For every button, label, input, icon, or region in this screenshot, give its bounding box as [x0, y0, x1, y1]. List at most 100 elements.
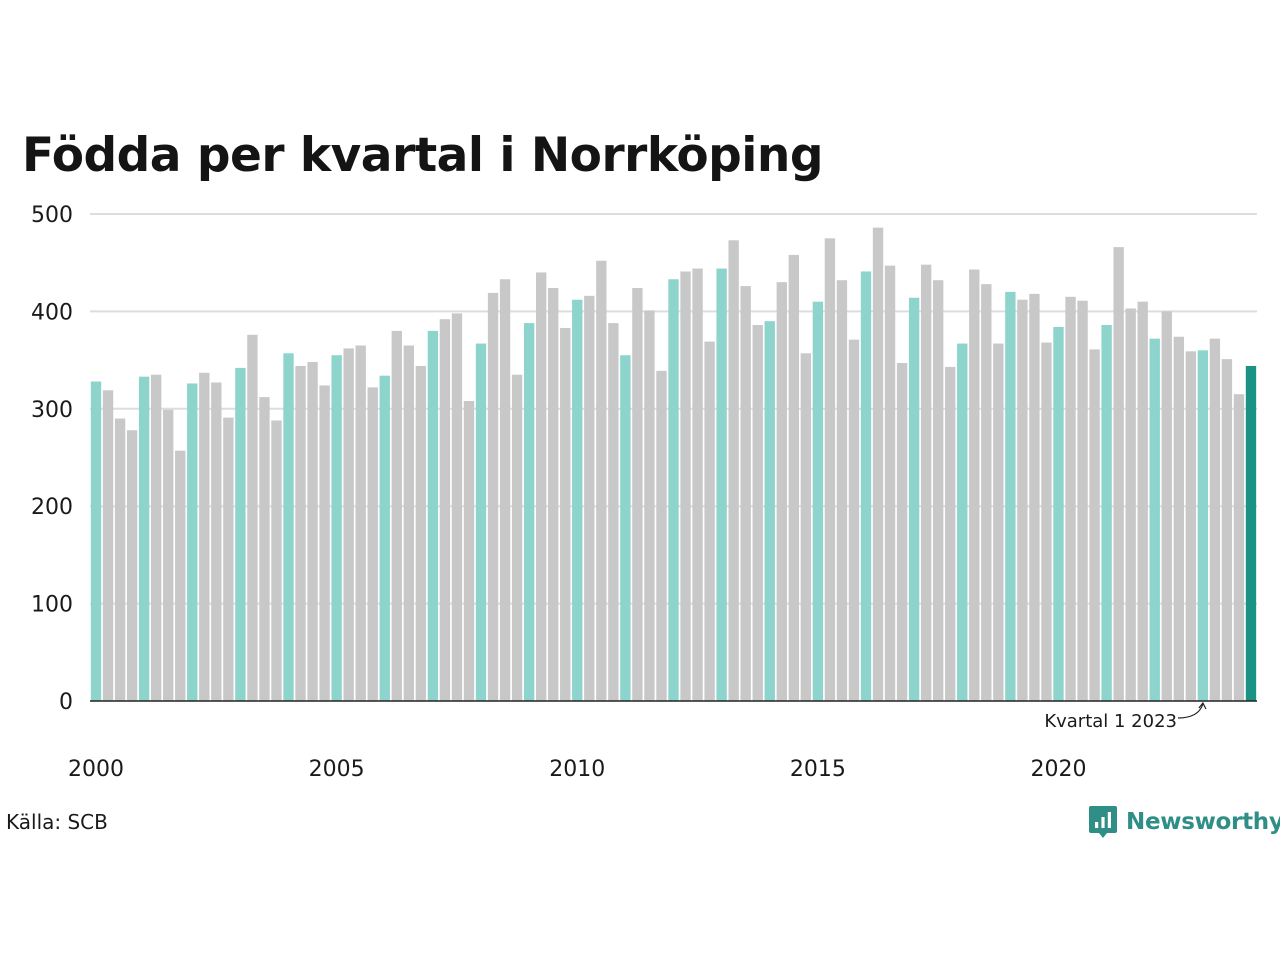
bar: 2000 K3: 290	[114, 418, 126, 701]
bar: 2004 K3: 348	[307, 362, 318, 701]
bar: 2005 K2: 362	[343, 348, 354, 701]
bar: 2022 K4: 359	[1185, 351, 1197, 701]
bar: 2008 K4: 335	[511, 374, 523, 701]
bar: undefined: 372	[1209, 338, 1221, 701]
bar: undefined: 344	[1245, 365, 1257, 701]
bar: 2019 K4: 368	[1041, 342, 1052, 701]
x-tick-label: 2020	[1031, 757, 1087, 782]
bar: 2005 K1: 355	[331, 355, 342, 701]
bar: 2001 K4: 257	[175, 450, 186, 701]
bar: 2005 K3: 365	[355, 345, 366, 701]
bar: 2008 K3: 433	[499, 279, 511, 701]
bar: 2016 K3: 447	[884, 265, 896, 701]
y-tick-label: 400	[31, 300, 73, 325]
brand-logo: Newsworthy	[1088, 804, 1280, 840]
bar: 2009 K1: 388	[523, 323, 535, 701]
newsworthy-logo-icon	[1089, 806, 1117, 838]
bar: 2013 K4: 386	[752, 325, 763, 701]
bar: 2010 K1: 412	[572, 299, 583, 701]
bar: 2000 K1: 328	[90, 381, 102, 701]
bar: 2007 K4: 308	[463, 401, 475, 701]
bar: 2012 K4: 369	[704, 341, 715, 701]
bar: 2006 K4: 344	[415, 365, 427, 701]
y-tick-label: 300	[31, 398, 73, 423]
bar: 2020 K3: 411	[1077, 300, 1088, 701]
bar: 2022 K3: 374	[1173, 336, 1184, 701]
bar: 2000 K4: 278	[126, 430, 138, 701]
x-tick-label: 2005	[309, 757, 365, 782]
bar: 2007 K1: 380	[427, 330, 439, 701]
bar: 2010 K3: 452	[596, 260, 607, 701]
bar: 2012 K3: 444	[692, 268, 703, 701]
bar: 2001 K2: 335	[151, 374, 162, 701]
bar: 2010 K2: 416	[584, 295, 595, 701]
bar: 2020 K4: 361	[1089, 349, 1100, 701]
x-tick-label: 2010	[549, 757, 605, 782]
bar: 2015 K3: 432	[836, 280, 848, 701]
bar: undefined: 315	[1233, 394, 1245, 701]
bar: 2018 K2: 443	[969, 269, 980, 701]
bar: 2017 K3: 432	[933, 280, 944, 701]
bar: 2014 K3: 458	[788, 254, 799, 701]
bar: 2011 K2: 424	[632, 288, 643, 701]
bar: 2021 K4: 410	[1137, 301, 1148, 701]
bar: 2008 K2: 419	[487, 292, 499, 701]
bar: 2013 K3: 426	[740, 286, 751, 701]
bar: 2016 K1: 441	[860, 271, 872, 701]
bar: 2011 K4: 339	[656, 370, 667, 701]
axes: 2000 2005 2010 2015 2020	[68, 700, 1257, 782]
bar: 2005 K4: 322	[367, 387, 378, 701]
bar: 2019 K2: 412	[1017, 299, 1028, 701]
chart-title: Födda per kvartal i Norrköping	[22, 128, 823, 183]
x-tick-label: 2015	[790, 757, 846, 782]
bar: 2017 K4: 343	[945, 366, 956, 701]
bar: 2008 K1: 367	[475, 343, 487, 701]
bar: 2012 K1: 433	[668, 279, 679, 701]
bar: 2009 K2: 440	[535, 272, 547, 701]
bar: 2001 K1: 333	[138, 376, 150, 701]
bar: 2007 K3: 398	[451, 313, 463, 701]
bar: 2006 K2: 380	[391, 330, 402, 701]
bar: 2001 K3: 299	[163, 409, 174, 701]
bar: 2014 K4: 357	[800, 353, 812, 701]
bar: 2004 K1: 357	[283, 353, 294, 701]
bar: 2022 K1: 372	[1149, 338, 1160, 701]
bar: 2018 K3: 428	[981, 284, 992, 701]
annotation-arrowhead	[1198, 701, 1207, 710]
bar: 2002 K2: 337	[199, 372, 210, 701]
bar: 2011 K1: 355	[620, 355, 631, 701]
bars: 2000 K1: 3282000 K2: 3192000 K3: 2902000…	[90, 227, 1257, 702]
source-note: Källa: SCB	[6, 810, 108, 834]
bar: 2004 K4: 324	[319, 385, 330, 701]
bar: 2013 K2: 473	[728, 240, 739, 702]
bar: 2018 K4: 367	[993, 343, 1004, 701]
bar: 2016 K2: 486	[872, 227, 884, 701]
bar: 2013 K1: 444	[716, 268, 727, 701]
bar: 2012 K2: 441	[680, 271, 691, 701]
bar: 2010 K4: 388	[608, 323, 619, 701]
annotation-arrow	[1177, 703, 1204, 719]
y-tick-label: 0	[59, 690, 73, 715]
bar: 2002 K3: 327	[211, 382, 222, 701]
y-tick-label: 200	[31, 495, 73, 520]
bar: 2019 K1: 420	[1005, 291, 1016, 701]
bar: 2017 K1: 414	[908, 297, 920, 701]
bar: 2016 K4: 347	[896, 363, 908, 701]
bar: undefined: 351	[1221, 359, 1233, 701]
bar: 2021 K1: 386	[1101, 325, 1112, 701]
bar: 2009 K3: 424	[548, 288, 559, 701]
bar: 2020 K1: 384	[1053, 326, 1064, 701]
bar: 2007 K2: 392	[439, 319, 451, 701]
bar: 2011 K3: 401	[644, 310, 655, 701]
bar: 2017 K2: 448	[920, 264, 932, 701]
bar: 2015 K4: 371	[848, 339, 860, 701]
x-tick-label: 2000	[68, 757, 124, 782]
bar: 2019 K3: 418	[1029, 293, 1040, 701]
bar: 2009 K4: 383	[560, 327, 571, 701]
y-tick-label: 100	[31, 593, 73, 618]
